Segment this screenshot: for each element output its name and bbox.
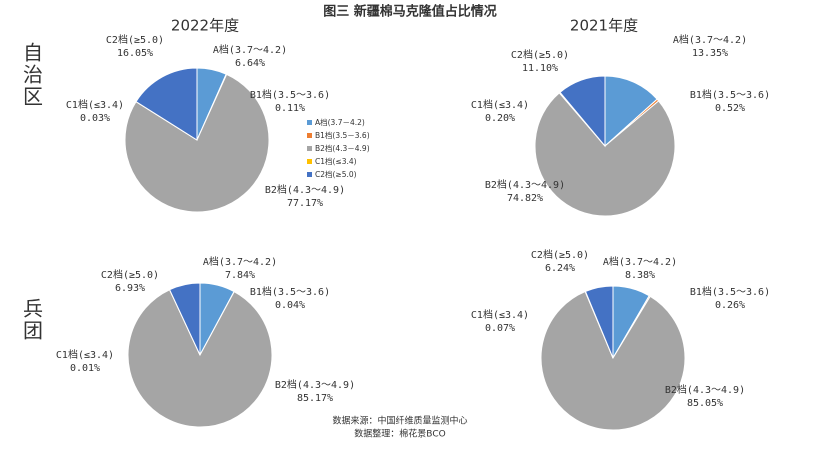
pie-slice [127, 289, 273, 428]
data-label-category: A档(3.7～4.2) [213, 43, 287, 56]
data-label-value: 85.05% [687, 398, 723, 409]
pie-slice [604, 75, 658, 148]
data-label-category: B2档(4.3～4.9) [665, 383, 745, 396]
legend-swatch [307, 133, 312, 138]
data-label-category: A档(3.7～4.2) [603, 255, 677, 268]
column-title: 2022年度 [171, 17, 239, 35]
data-label-value: 77.17% [287, 198, 323, 209]
data-label-category: C1档(≤3.4) [66, 98, 124, 111]
legend-label: C1档(≤3.4) [315, 156, 357, 166]
data-label-category: C2档(≥5.0) [531, 248, 589, 261]
pie-slice [584, 285, 614, 359]
data-label-category: A档(3.7～4.2) [203, 255, 277, 268]
pie-slice [124, 73, 270, 213]
data-label-value: 0.20% [485, 113, 515, 124]
legend-swatch [307, 120, 312, 125]
data-label-category: B2档(4.3～4.9) [485, 178, 565, 191]
data-label-value: 13.35% [692, 48, 728, 59]
column-title: 2021年度 [570, 17, 638, 35]
source-note: 数据来源：中国纤维质量监测中心 [332, 415, 467, 427]
data-label-category: C2档(≥5.0) [106, 33, 164, 46]
data-label-value: 0.03% [80, 113, 110, 124]
pie-slice [540, 290, 686, 431]
data-label-value: 0.01% [70, 363, 100, 374]
data-label-category: C1档(≤3.4) [471, 98, 529, 111]
row-title: 兵团 [20, 298, 44, 342]
data-label-value: 6.24% [545, 263, 575, 274]
data-label-value: 0.52% [715, 103, 745, 114]
data-label-category: B2档(4.3～4.9) [265, 183, 345, 196]
legend-label: A档(3.7－4.2) [315, 117, 365, 127]
data-label-value: 85.17% [297, 393, 333, 404]
data-label-category: C2档(≥5.0) [101, 268, 159, 281]
pie-slice [534, 92, 676, 217]
legend-label: C2档(≥5.0) [315, 169, 357, 179]
legend-label: B2档(4.3－4.9) [315, 143, 370, 153]
data-label-value: 7.84% [225, 270, 255, 281]
data-label-value: 16.05% [117, 48, 153, 59]
pie-slice [135, 67, 198, 141]
data-label-category: C2档(≥5.0) [511, 48, 569, 61]
data-label-value: 74.82% [507, 193, 543, 204]
pie-slice [168, 282, 201, 356]
legend-swatch [307, 172, 312, 177]
pie-slice [559, 75, 606, 148]
data-label-value: 0.11% [275, 103, 305, 114]
source-note: 数据整理：棉花景BCO [354, 428, 445, 440]
data-label-category: A档(3.7～4.2) [673, 33, 747, 46]
legend-label: B1档(3.5－3.6) [315, 130, 370, 140]
data-label-category: B1档(3.5～3.6) [250, 285, 330, 298]
data-label-value: 6.93% [115, 283, 145, 294]
data-label-value: 0.26% [715, 300, 745, 311]
data-label-value: 0.07% [485, 323, 515, 334]
data-label-value: 0.04% [275, 300, 305, 311]
data-label-category: C1档(≤3.4) [471, 308, 529, 321]
data-label-value: 8.38% [625, 270, 655, 281]
row-title: 自治区 [20, 42, 44, 108]
data-label-category: B2档(4.3～4.9) [275, 378, 355, 391]
data-label-category: B1档(3.5～3.6) [690, 285, 770, 298]
data-label-category: B1档(3.5～3.6) [250, 88, 330, 101]
data-label-category: B1档(3.5～3.6) [690, 88, 770, 101]
data-label-category: C1档(≤3.4) [56, 348, 114, 361]
data-label-value: 11.10% [522, 63, 558, 74]
chart-title: 图三 新疆棉马克隆值占比情况 [323, 4, 497, 20]
legend-swatch [307, 146, 312, 151]
data-label-value: 6.64% [235, 58, 265, 69]
legend-swatch [307, 159, 312, 164]
